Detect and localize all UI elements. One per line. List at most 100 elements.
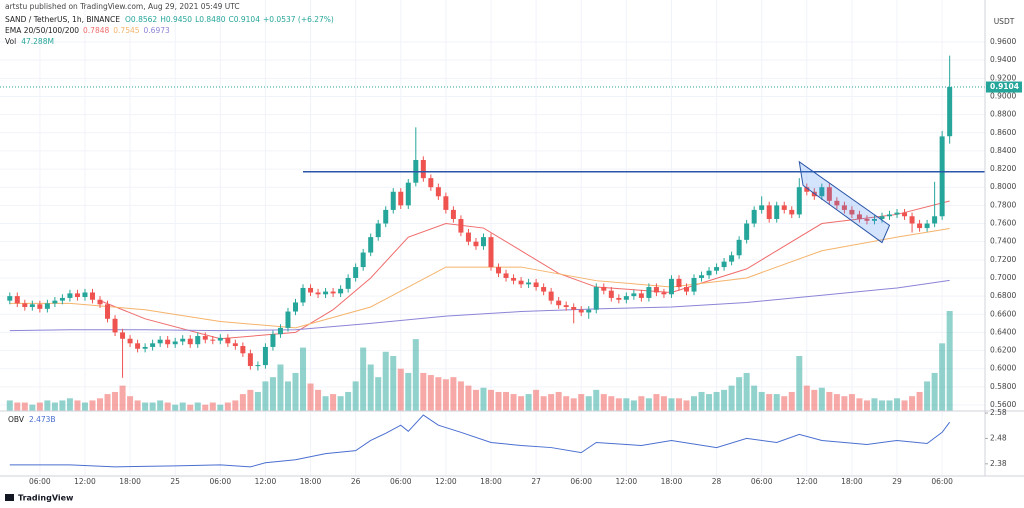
x-tick-label: 12:00 (255, 477, 277, 486)
volume-bar (194, 402, 201, 411)
volume-bar (510, 394, 517, 411)
candle-body (59, 297, 65, 301)
candle-body (563, 305, 569, 308)
volume-bar (811, 389, 818, 411)
volume-bar (916, 391, 923, 411)
candle-body (774, 205, 780, 219)
volume-bar (833, 394, 840, 411)
candle-body (834, 200, 840, 206)
volume-bar (901, 400, 908, 411)
volume-bar (457, 381, 464, 411)
legend-value: 47.288M (21, 37, 54, 46)
candle-body (450, 209, 456, 219)
legend-header: artstu published on TradingView.com, Aug… (5, 2, 334, 424)
volume-bar (21, 402, 28, 411)
candle-body (518, 280, 524, 285)
volume-bar (112, 391, 119, 411)
legend-value: 0.6973 (144, 26, 170, 35)
volume-bar (939, 343, 946, 411)
volume-bar (803, 385, 810, 411)
y-tick-label: 0.8800 (990, 110, 1016, 119)
x-tick-label: 18:00 (841, 477, 863, 486)
volume-bar (6, 400, 13, 411)
price-unit: USDT (994, 17, 1015, 26)
obv-name: OBV (8, 415, 25, 424)
volume-bar (360, 347, 367, 411)
candle-body (849, 209, 855, 215)
candle-body (593, 287, 599, 310)
candle-body (210, 339, 216, 341)
candle-body (458, 218, 464, 233)
volume-bar (269, 377, 276, 411)
candle-body (706, 270, 712, 276)
candle-body (646, 287, 652, 298)
candle-body (473, 241, 479, 247)
candle-body (902, 212, 908, 217)
x-tick-label: 06:00 (209, 477, 231, 486)
x-tick-label: 28 (712, 477, 722, 486)
volume-bar (442, 379, 449, 411)
candle-body (879, 216, 885, 219)
y-tick-label: 0.9600 (990, 37, 1016, 46)
volume-bar (728, 385, 735, 411)
volume-line: Vol 47.288M (5, 37, 54, 46)
volume-bar (149, 402, 156, 411)
legend-value: 0.7848 (83, 26, 109, 35)
volume-bar (563, 396, 570, 411)
y-tick-label: 0.7400 (990, 237, 1016, 246)
y-tick-label: 0.6800 (990, 291, 1016, 300)
volume-bar (743, 372, 750, 411)
volume-bar (202, 404, 209, 411)
volume-bar (224, 402, 231, 411)
obv-line: OBV 2.473B (8, 415, 56, 424)
volume-bar (533, 389, 540, 411)
y-tick-label: 0.6000 (990, 364, 1016, 373)
candle-body (586, 309, 592, 313)
axis-layer: 0.9600 0.9400 0.9200 0.9000 0.8800 0.8600 0.84… (29, 37, 1022, 486)
symbol-line: SAND / TetherUS, 1h, BINANCE O0.8562 H0.94… (5, 15, 334, 24)
publisher: artstu published on TradingView.com, Aug… (5, 2, 240, 11)
candle-body (240, 346, 246, 354)
candle-body (293, 302, 298, 312)
candle-body (180, 338, 186, 342)
volume-bar (74, 400, 81, 411)
candle-body (526, 282, 532, 285)
candle-body (285, 311, 291, 328)
ema-line (99, 200, 950, 340)
volume-bar (773, 394, 780, 411)
y-tick-label: 0.9200 (990, 73, 1016, 82)
candle-body (556, 300, 562, 306)
candle-body (781, 205, 787, 210)
y-tick-label: 0.8000 (990, 182, 1016, 191)
candle-body (120, 332, 126, 339)
volume-bar (367, 364, 374, 411)
volume-bar (262, 381, 269, 411)
x-tick-label: 06:00 (751, 477, 773, 486)
candle-body (909, 216, 915, 224)
candle-body (277, 327, 283, 335)
candle-body (653, 287, 659, 293)
candle-body (428, 178, 434, 188)
annotation-layer (0, 86, 985, 244)
volume-bar (412, 339, 419, 411)
volume-bar (668, 398, 675, 411)
volume-bar (766, 394, 773, 411)
volume-bar (946, 311, 953, 411)
x-tick-label: 18:00 (119, 477, 141, 486)
x-tick-label: 12:00 (616, 477, 638, 486)
volume-bar (187, 404, 194, 411)
volume-bar (871, 398, 878, 411)
candle-body (52, 300, 58, 304)
candle-body (939, 136, 945, 217)
volume-bar (292, 372, 299, 411)
volume-bar (465, 385, 472, 411)
volume-bar (555, 391, 562, 411)
volume-bar (239, 394, 246, 411)
y-tick-label: 0.6400 (990, 327, 1016, 336)
y-tick-label: 0.7000 (990, 273, 1016, 282)
candle-body (390, 191, 396, 210)
ema-line (9, 279, 950, 332)
candle-body (578, 309, 584, 313)
volume-bar (104, 394, 111, 411)
last-price-label: 0.9104 (990, 82, 1019, 91)
